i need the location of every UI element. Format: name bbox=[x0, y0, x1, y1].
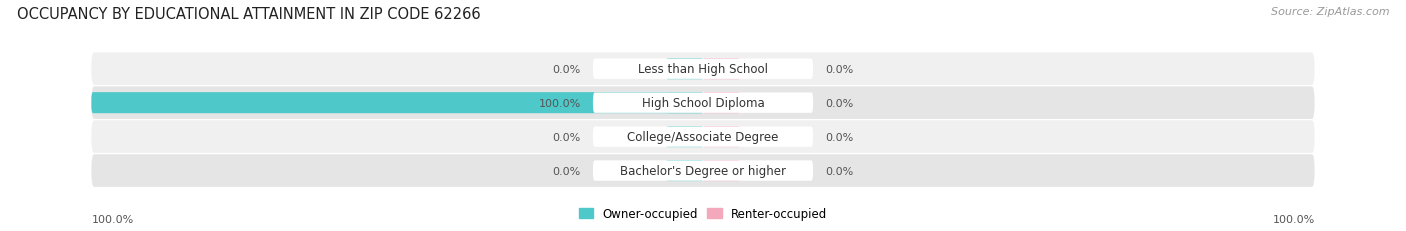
FancyBboxPatch shape bbox=[703, 93, 740, 114]
FancyBboxPatch shape bbox=[91, 93, 703, 114]
Text: Source: ZipAtlas.com: Source: ZipAtlas.com bbox=[1271, 7, 1389, 17]
Text: College/Associate Degree: College/Associate Degree bbox=[627, 131, 779, 143]
FancyBboxPatch shape bbox=[703, 160, 740, 181]
FancyBboxPatch shape bbox=[91, 87, 1315, 119]
Text: Bachelor's Degree or higher: Bachelor's Degree or higher bbox=[620, 164, 786, 177]
FancyBboxPatch shape bbox=[593, 127, 813, 147]
Text: 100.0%: 100.0% bbox=[91, 214, 134, 224]
FancyBboxPatch shape bbox=[666, 93, 703, 114]
FancyBboxPatch shape bbox=[91, 121, 1315, 153]
Text: 0.0%: 0.0% bbox=[553, 132, 581, 142]
FancyBboxPatch shape bbox=[666, 160, 703, 181]
FancyBboxPatch shape bbox=[703, 127, 740, 148]
Text: 0.0%: 0.0% bbox=[825, 166, 853, 176]
Text: 0.0%: 0.0% bbox=[825, 132, 853, 142]
FancyBboxPatch shape bbox=[593, 161, 813, 181]
Text: 0.0%: 0.0% bbox=[825, 64, 853, 74]
Text: 0.0%: 0.0% bbox=[553, 64, 581, 74]
Legend: Owner-occupied, Renter-occupied: Owner-occupied, Renter-occupied bbox=[574, 203, 832, 225]
Text: 0.0%: 0.0% bbox=[553, 166, 581, 176]
FancyBboxPatch shape bbox=[593, 93, 813, 113]
Text: OCCUPANCY BY EDUCATIONAL ATTAINMENT IN ZIP CODE 62266: OCCUPANCY BY EDUCATIONAL ATTAINMENT IN Z… bbox=[17, 7, 481, 22]
FancyBboxPatch shape bbox=[666, 127, 703, 148]
FancyBboxPatch shape bbox=[91, 155, 1315, 187]
Text: 100.0%: 100.0% bbox=[1272, 214, 1315, 224]
Text: 0.0%: 0.0% bbox=[825, 98, 853, 108]
Text: 100.0%: 100.0% bbox=[538, 98, 581, 108]
FancyBboxPatch shape bbox=[703, 59, 740, 80]
FancyBboxPatch shape bbox=[593, 59, 813, 79]
FancyBboxPatch shape bbox=[91, 53, 1315, 86]
FancyBboxPatch shape bbox=[666, 59, 703, 80]
Text: Less than High School: Less than High School bbox=[638, 63, 768, 76]
Text: High School Diploma: High School Diploma bbox=[641, 97, 765, 110]
